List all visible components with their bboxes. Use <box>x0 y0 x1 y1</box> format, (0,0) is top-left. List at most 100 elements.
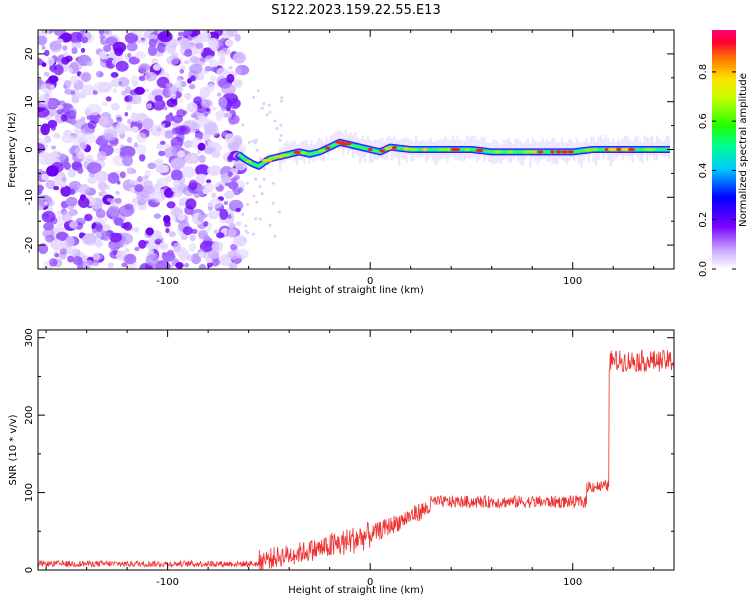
noise-blob <box>233 235 248 247</box>
noise-blob <box>115 122 127 135</box>
noise-blob <box>184 48 193 57</box>
snr-xlabel: Height of straight line (km) <box>288 585 424 596</box>
noise-blob <box>216 232 225 239</box>
ridge-halo <box>643 135 646 153</box>
noise-blob <box>118 81 123 86</box>
noise-blob <box>53 185 60 191</box>
noise-blob <box>235 207 241 213</box>
ridge-hotspot <box>550 150 555 154</box>
ridge-halo <box>291 141 294 158</box>
noise-blob <box>51 68 56 74</box>
noise-blob <box>207 165 222 176</box>
noise-blob <box>154 260 171 269</box>
ridge-hotspot <box>607 147 620 152</box>
noise-blob <box>114 197 122 204</box>
noise-blob <box>180 40 191 50</box>
noise-blob <box>121 90 128 96</box>
noise-blob <box>203 123 218 135</box>
noise-blob <box>38 58 43 66</box>
noise-blob <box>110 72 119 78</box>
noise-blob <box>228 154 234 161</box>
noise-blob <box>230 243 238 251</box>
noise-blob <box>148 248 154 254</box>
noise-blob <box>197 213 205 223</box>
noise-blob <box>267 103 271 107</box>
noise-blob <box>67 109 77 119</box>
noise-blob <box>200 157 206 162</box>
noise-blob <box>182 226 193 236</box>
ridge-hotspot <box>367 147 373 152</box>
noise-blob <box>258 217 262 221</box>
noise-blob <box>38 243 49 255</box>
noise-blob <box>134 86 145 95</box>
noise-blob <box>190 75 196 82</box>
noise-blob <box>216 92 222 97</box>
snr-axes: -100 0 100 0 100 200 300 <box>24 328 674 588</box>
noise-blob <box>107 262 115 268</box>
noise-blob <box>41 173 50 181</box>
noise-blob <box>69 31 83 44</box>
noise-blob <box>63 187 69 193</box>
ridge-hotspot <box>318 149 325 153</box>
noise-blob <box>145 254 159 266</box>
ridge-halo <box>599 135 603 151</box>
noise-blob <box>211 192 217 199</box>
noise-blob <box>161 252 167 257</box>
noise-blob <box>187 36 193 42</box>
y-tick-label: 300 <box>24 328 35 347</box>
x-tick-label: -100 <box>156 577 179 588</box>
noise-blob <box>210 66 218 72</box>
noise-blob <box>65 196 78 207</box>
noise-blob <box>263 167 266 171</box>
noise-blob <box>154 99 163 106</box>
noise-blob <box>215 183 220 187</box>
noise-blob <box>268 110 272 114</box>
noise-blob <box>113 147 122 154</box>
noise-blob <box>198 264 207 269</box>
noise-blob <box>148 33 158 41</box>
ridge-halo <box>633 136 637 155</box>
noise-blob <box>93 81 109 93</box>
noise-blob <box>80 142 87 150</box>
noise-blob <box>56 224 63 231</box>
noise-blob <box>225 39 234 47</box>
noise-blob <box>133 142 139 148</box>
ridge-hotspot <box>464 147 471 152</box>
noise-blob <box>163 187 174 198</box>
noise-blob <box>43 71 50 77</box>
noise-blob <box>251 139 255 143</box>
ridge-halo <box>529 143 532 168</box>
x-tick-label: 100 <box>563 276 582 287</box>
noise-blob <box>116 250 127 261</box>
colorbar-label: Normalized spectral amplitude <box>738 73 749 227</box>
noise-blob <box>174 80 183 90</box>
noise-blob <box>152 63 161 71</box>
noise-blob <box>228 65 233 70</box>
noise-blob <box>210 75 217 82</box>
noise-blob <box>220 83 236 95</box>
noise-blob <box>244 224 248 228</box>
noise-blob <box>39 150 49 158</box>
noise-blob <box>121 262 128 267</box>
noise-blob <box>234 161 238 167</box>
noise-blob <box>252 232 256 236</box>
noise-blob <box>133 227 139 233</box>
noise-blob <box>200 99 213 108</box>
noise-blob <box>44 135 52 144</box>
noise-blob <box>256 89 260 93</box>
noise-blob <box>255 148 259 152</box>
ridge-hotspot <box>279 153 291 157</box>
noise-blob <box>198 251 205 258</box>
noise-blob <box>67 255 75 263</box>
noise-blob <box>80 132 96 144</box>
noise-blob <box>171 186 179 193</box>
noise-blob <box>151 58 159 65</box>
noise-blob <box>197 229 208 240</box>
noise-blob <box>126 42 138 52</box>
spectrogram-xlabel: Height of straight line (km) <box>288 285 424 296</box>
noise-blob <box>155 164 168 174</box>
noise-blob <box>92 228 97 233</box>
noise-blob <box>86 162 102 174</box>
noise-blob <box>255 200 259 204</box>
